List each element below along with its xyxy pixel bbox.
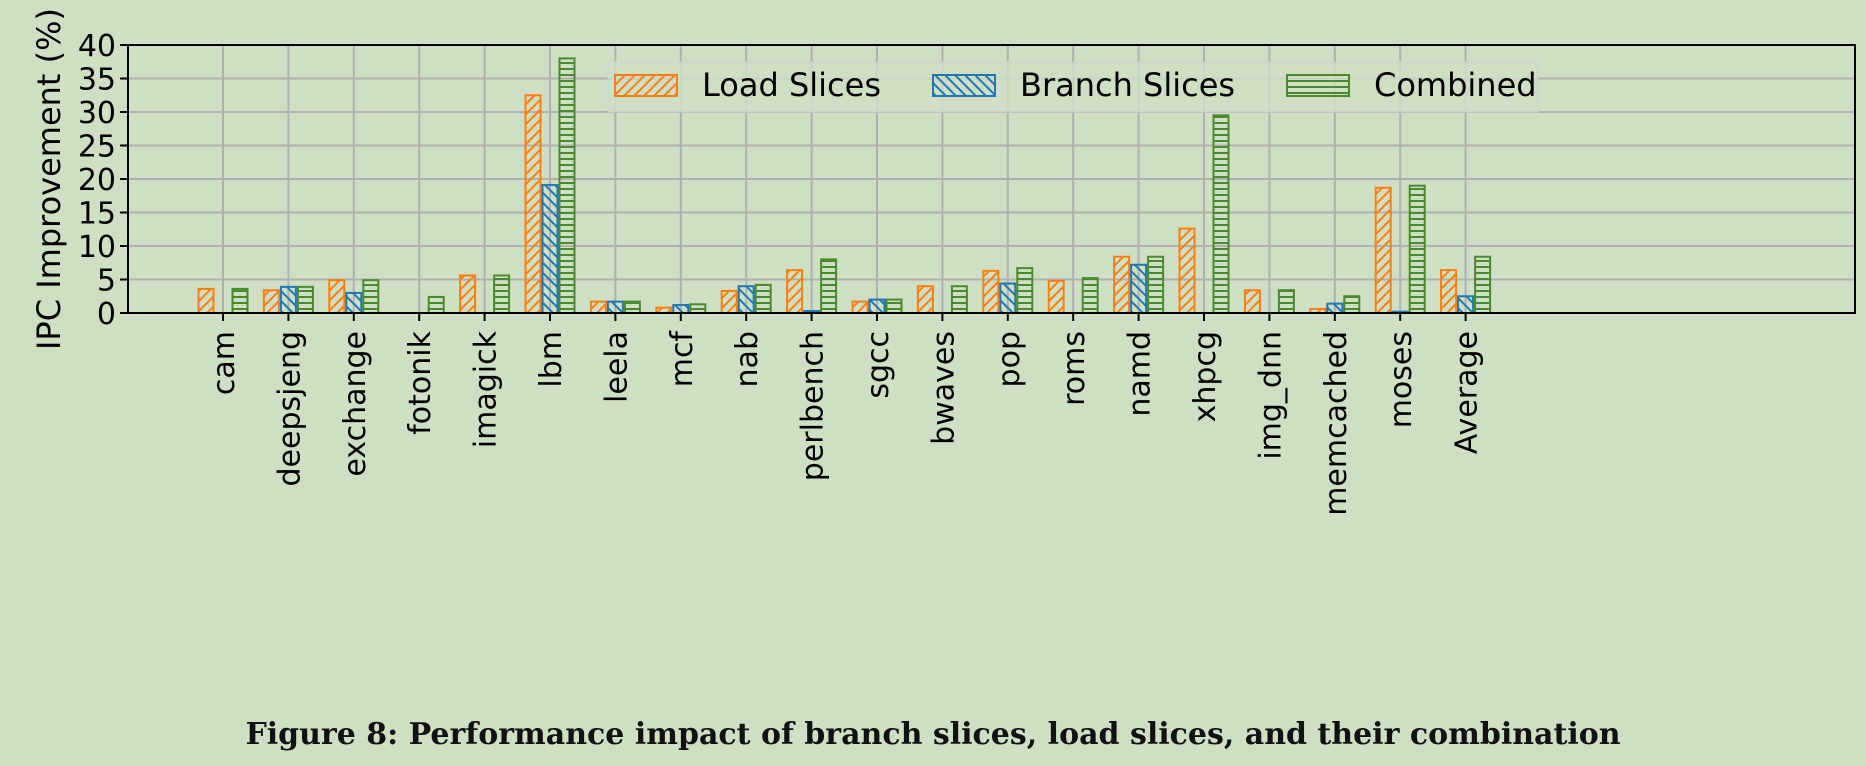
legend-label: Combined bbox=[1374, 66, 1537, 104]
bar-load-slices-img_dnn bbox=[1243, 289, 1261, 315]
bar-combined-leela bbox=[623, 300, 641, 314]
bar-combined-roms bbox=[1081, 277, 1099, 315]
bar-combined-imagick bbox=[493, 274, 511, 315]
bar-branch-slices-Average bbox=[1457, 295, 1475, 314]
x-tick-label: deepsjeng bbox=[272, 331, 307, 486]
legend-swatch bbox=[932, 74, 996, 97]
y-tick-label: 0 bbox=[97, 297, 116, 332]
bar-load-slices-xhpcg bbox=[1178, 227, 1196, 314]
bar-load-slices-lbm bbox=[524, 94, 542, 314]
x-tick-label: cam bbox=[207, 331, 242, 395]
x-tick-label: Average bbox=[1450, 331, 1485, 454]
bar-combined-cam bbox=[231, 287, 249, 315]
y-axis-label: IPC Improvement (%) bbox=[30, 8, 68, 350]
y-tick-label: 25 bbox=[78, 130, 116, 165]
x-tick-label: leela bbox=[599, 331, 634, 403]
x-tick-label: roms bbox=[1057, 331, 1092, 406]
y-tick-label: 40 bbox=[78, 29, 116, 64]
bar-branch-slices-exchange bbox=[345, 291, 363, 314]
bar-branch-slices-namd bbox=[1130, 263, 1148, 315]
bar-combined-nab bbox=[754, 283, 772, 314]
legend-box bbox=[607, 61, 1539, 113]
legend: Load Slices Branch Slices Combined bbox=[607, 61, 1539, 113]
bar-combined-mcf bbox=[689, 303, 707, 315]
bar-combined-xhpcg bbox=[1212, 114, 1230, 314]
bar-load-slices-Average bbox=[1440, 269, 1458, 314]
y-tick-label: 20 bbox=[78, 163, 116, 198]
bar-load-slices-leela bbox=[589, 300, 607, 314]
bar-load-slices-perlbench bbox=[786, 269, 804, 314]
bar-combined-moses bbox=[1408, 184, 1426, 314]
bar-load-slices-pop bbox=[982, 269, 1000, 315]
bar-combined-Average bbox=[1474, 255, 1492, 314]
bar-branch-slices-leela bbox=[606, 300, 624, 314]
gridlines bbox=[128, 44, 1855, 314]
x-tick-label: moses bbox=[1384, 331, 1419, 428]
y-tick-label: 5 bbox=[97, 264, 116, 299]
x-axis: cam deepsjeng exchange fotonik imagick lbm lee… bbox=[207, 313, 1485, 516]
bar-load-slices-roms bbox=[1047, 279, 1065, 314]
bar-combined-fotonik bbox=[427, 295, 445, 315]
bar-combined-perlbench bbox=[820, 258, 838, 314]
bar-load-slices-nab bbox=[720, 289, 738, 315]
bar-branch-slices-lbm bbox=[541, 184, 559, 314]
bar-load-slices-namd bbox=[1113, 255, 1131, 314]
bar-combined-lbm bbox=[558, 57, 576, 315]
bar-combined-deepsjeng bbox=[296, 285, 314, 314]
x-tick-label: xhpcg bbox=[1188, 331, 1223, 422]
y-tick-label: 10 bbox=[78, 230, 116, 265]
bar-combined-pop bbox=[1016, 267, 1034, 314]
bar-combined-img_dnn bbox=[1277, 289, 1295, 315]
figure-caption: Figure 8: Performance impact of branch s… bbox=[245, 717, 1621, 752]
bars bbox=[197, 57, 1492, 315]
x-tick-label: namd bbox=[1123, 331, 1158, 417]
x-tick-label: nab bbox=[730, 331, 765, 387]
bar-load-slices-bwaves bbox=[916, 285, 934, 315]
bar-branch-slices-nab bbox=[737, 285, 755, 315]
bar-combined-bwaves bbox=[950, 285, 968, 315]
legend-label: Branch Slices bbox=[1020, 66, 1235, 104]
bar-branch-slices-sgcc bbox=[868, 298, 886, 315]
bar-load-slices-exchange bbox=[328, 279, 346, 315]
x-tick-label: pop bbox=[992, 331, 1027, 387]
bar-branch-slices-memcached bbox=[1326, 302, 1344, 314]
y-tick-label: 35 bbox=[78, 63, 116, 98]
x-tick-label: exchange bbox=[338, 331, 373, 477]
x-tick-label: mcf bbox=[665, 330, 700, 388]
x-tick-label: imagick bbox=[469, 330, 504, 448]
bar-combined-memcached bbox=[1343, 295, 1361, 314]
bar-branch-slices-pop bbox=[999, 282, 1017, 314]
x-tick-label: sgcc bbox=[861, 331, 896, 399]
x-tick-label: lbm bbox=[534, 331, 569, 388]
bar-load-slices-moses bbox=[1374, 186, 1392, 315]
legend-label: Load Slices bbox=[702, 66, 881, 104]
legend-swatch bbox=[1286, 74, 1350, 97]
bar-load-slices-deepsjeng bbox=[262, 289, 280, 315]
x-tick-label: perlbench bbox=[796, 331, 831, 481]
x-tick-label: bwaves bbox=[926, 331, 961, 445]
bar-branch-slices-mcf bbox=[672, 303, 690, 314]
bar-load-slices-cam bbox=[197, 287, 215, 315]
bar-combined-sgcc bbox=[885, 298, 903, 315]
x-tick-label: memcached bbox=[1319, 331, 1354, 516]
bar-load-slices-imagick bbox=[459, 274, 477, 315]
y-tick-label: 30 bbox=[78, 96, 116, 131]
y-tick-label: 15 bbox=[78, 197, 116, 232]
legend-swatch bbox=[614, 74, 678, 97]
x-tick-label: fotonik bbox=[403, 330, 438, 434]
bar-combined-exchange bbox=[362, 279, 380, 315]
bar-combined-namd bbox=[1147, 255, 1165, 314]
bar-branch-slices-deepsjeng bbox=[279, 285, 297, 314]
x-tick-label: img_dnn bbox=[1253, 331, 1288, 460]
bar-load-slices-sgcc bbox=[851, 300, 869, 314]
